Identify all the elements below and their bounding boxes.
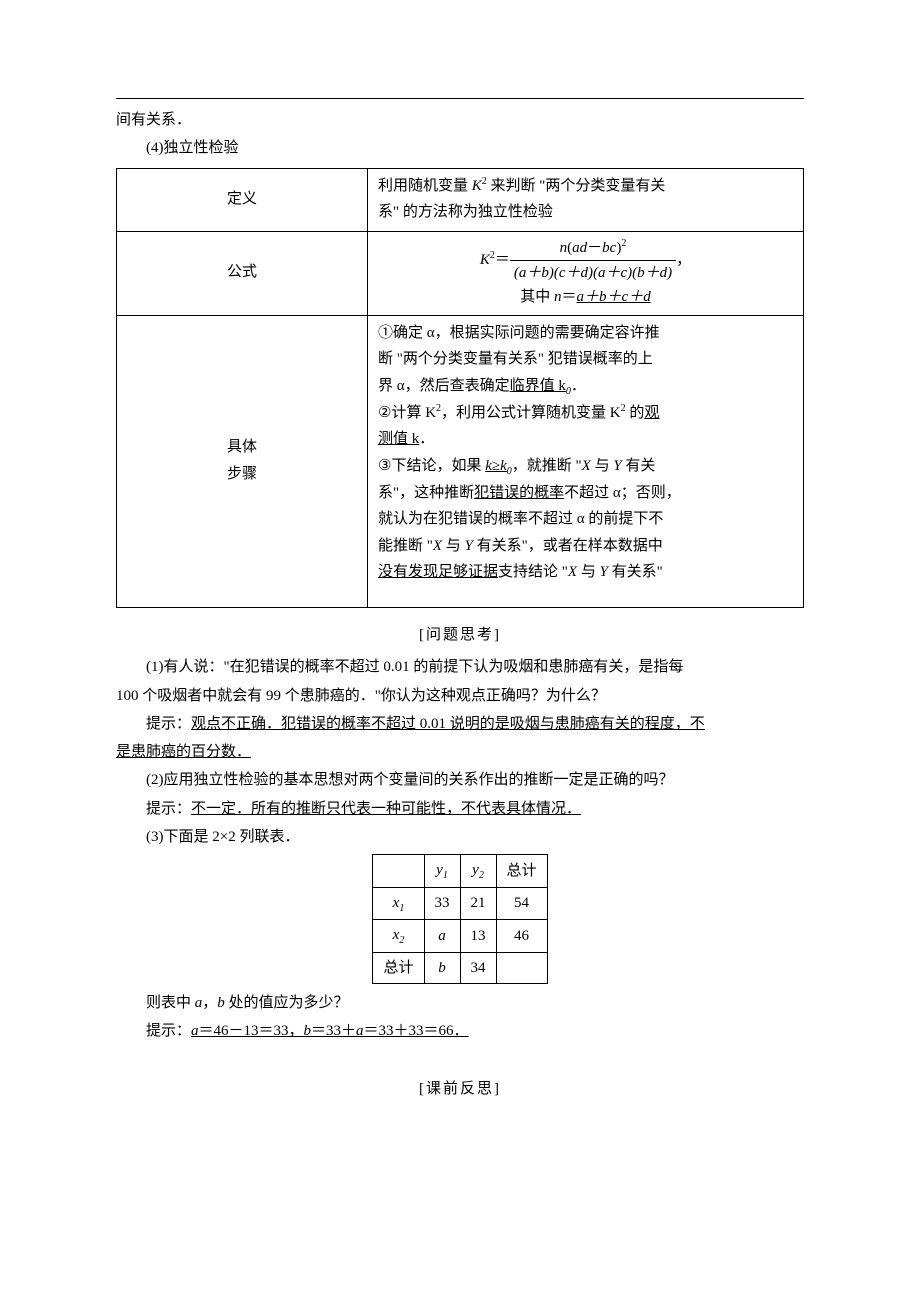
- cell-total: 总计: [496, 855, 547, 888]
- tip-label: 提示：: [146, 715, 191, 732]
- text: 来判断 "两个分类变量有关: [487, 178, 666, 194]
- cell-x1: x1: [373, 887, 424, 920]
- text: 系"，这种推断: [378, 485, 474, 501]
- text: 不超过 α；否则，: [564, 485, 681, 501]
- question-2: (2)应用独立性检验的基本思想对两个变量间的关系作出的推断一定是正确的吗？: [116, 767, 804, 793]
- answer-1: 提示：观点不正确．犯错误的概率不超过 0.01 说明的是吸烟与患肺癌有关的程度，…: [116, 711, 804, 737]
- table-row: y1 y2 总计: [373, 855, 547, 888]
- text: 利用随机变量: [378, 178, 472, 194]
- definition-cell: 利用随机变量 K2 来判断 "两个分类变量有关 系" 的方法称为独立性检验: [368, 168, 804, 232]
- answer-3: 提示：a＝46－13＝33，b＝33＋a＝33＋33＝66．: [116, 1018, 804, 1044]
- cell: 34: [460, 952, 496, 983]
- table-row: 定义 利用随机变量 K2 来判断 "两个分类变量有关 系" 的方法称为独立性检验: [117, 168, 804, 232]
- variable-n: n: [554, 289, 562, 305]
- formula-cell: K2＝ n(ad－bc)2 (a＋b)(c＋d)(a＋c)(b＋d) ， 其中 …: [368, 232, 804, 316]
- critical-value: 临界值 k0: [510, 378, 571, 394]
- cell-y2: y2: [460, 855, 496, 888]
- text: ②计算 K: [378, 405, 436, 421]
- question-1-line1: (1)有人说："在犯错误的概率不超过 0.01 的前提下认为吸烟和患肺癌有关，是…: [116, 654, 804, 680]
- cell-b: b: [424, 952, 460, 983]
- text: ③下结论，如果: [378, 458, 485, 474]
- answer-text: 不一定．所有的推断只代表一种可能性，不代表具体情况．: [191, 801, 581, 817]
- cell: 33: [424, 887, 460, 920]
- answer-text: 是患肺癌的百分数．: [116, 744, 251, 760]
- equals: ＝: [495, 252, 510, 268]
- text: 断 "两个分类变量有关系" 犯错误概率的上: [378, 351, 653, 367]
- no-evidence: 没有发现足够证据: [378, 564, 498, 580]
- definition-table: 定义 利用随机变量 K2 来判断 "两个分类变量有关 系" 的方法称为独立性检验…: [116, 168, 804, 609]
- text: 的: [626, 405, 645, 421]
- table-row: 具体 步骤 ①确定 α，根据实际问题的需要确定容许推 断 "两个分类变量有关系"…: [117, 316, 804, 608]
- equals: ＝: [562, 289, 577, 305]
- table-row: 公式 K2＝ n(ad－bc)2 (a＋b)(c＋d)(a＋c)(b＋d) ， …: [117, 232, 804, 316]
- abcd-sum: a＋b＋c＋d: [577, 289, 651, 305]
- answer-1b: 是患肺癌的百分数．: [116, 739, 804, 765]
- section-heading-preclass: [课前反思]: [116, 1076, 804, 1102]
- top-rule: [116, 98, 804, 99]
- question-3b: 则表中 a，b 处的值应为多少？: [116, 990, 804, 1016]
- observation: 观: [644, 405, 659, 421]
- tip-label: 提示：: [146, 1022, 191, 1039]
- row-label-steps: 具体 步骤: [117, 316, 368, 608]
- tip-label: 提示：: [146, 800, 191, 817]
- answer-2: 提示：不一定．所有的推断只代表一种可能性，不代表具体情况．: [116, 796, 804, 822]
- observation-value: 测值 k: [378, 431, 419, 447]
- cell: 13: [460, 920, 496, 953]
- text: ．: [419, 431, 434, 447]
- text: 支持结论 "X 与 Y 有关系": [498, 564, 663, 580]
- section-heading-thinking: [问题思考]: [116, 622, 804, 648]
- cell-total-row: 总计: [373, 952, 424, 983]
- section-4-heading: (4)独立性检验: [116, 135, 804, 161]
- contingency-table: y1 y2 总计 x1 33 21 54 x2 a 13 46 总计 b 34: [372, 854, 547, 984]
- cell: 21: [460, 887, 496, 920]
- answer-text: 观点不正确．犯错误的概率不超过 0.01 说明的是吸烟与患肺癌有关的程度，不: [191, 716, 705, 732]
- document-page: 间有关系． (4)独立性检验 定义 利用随机变量 K2 来判断 "两个分类变量有…: [0, 0, 920, 1219]
- text: ．: [571, 378, 586, 394]
- variable-K: K: [480, 252, 490, 268]
- table-row: 总计 b 34: [373, 952, 547, 983]
- text: 能推断 "X 与 Y 有关系"，或者在样本数据中: [378, 538, 663, 554]
- row-label-formula: 公式: [117, 232, 368, 316]
- denominator: (a＋b)(c＋d)(a＋c)(b＋d): [510, 261, 676, 285]
- where-text: 其中: [520, 289, 554, 305]
- answer-text: a＝46－13＝33，b＝33＋a＝33＋33＝66．: [191, 1023, 469, 1039]
- cell: 46: [496, 920, 547, 953]
- text: 步骤: [227, 466, 257, 482]
- cell-empty: [496, 952, 547, 983]
- error-probability: 犯错误的概率: [474, 485, 564, 501]
- text: 就认为在犯错误的概率不超过 α 的前提下不: [378, 511, 663, 527]
- table-row: x2 a 13 46: [373, 920, 547, 953]
- comma: ，: [676, 252, 691, 268]
- cell-y1: y1: [424, 855, 460, 888]
- text: 系" 的方法称为独立性检验: [378, 204, 553, 220]
- fraction: n(ad－bc)2 (a＋b)(c＋d)(a＋c)(b＋d): [510, 236, 676, 285]
- formula-block: K2＝ n(ad－bc)2 (a＋b)(c＋d)(a＋c)(b＋d) ， 其中 …: [378, 236, 793, 309]
- table-row: x1 33 21 54: [373, 887, 547, 920]
- question-1-line2: 100 个吸烟者中就会有 99 个患肺癌的．"你认为这种观点正确吗？为什么？: [116, 683, 804, 709]
- continuation-line: 间有关系．: [116, 107, 804, 133]
- cell: 54: [496, 887, 547, 920]
- question-3: (3)下面是 2×2 列联表．: [116, 824, 804, 850]
- text: ，利用公式计算随机变量 K: [441, 405, 621, 421]
- cell-x2: x2: [373, 920, 424, 953]
- cell-a: a: [424, 920, 460, 953]
- variable-K: K: [472, 178, 482, 194]
- cell-blank: [373, 855, 424, 888]
- steps-cell: ①确定 α，根据实际问题的需要确定容许推 断 "两个分类变量有关系" 犯错误概率…: [368, 316, 804, 608]
- text: 界 α，然后查表确定: [378, 378, 510, 394]
- numerator: n(ad－bc)2: [510, 236, 676, 261]
- row-label-definition: 定义: [117, 168, 368, 232]
- text: ①确定 α，根据实际问题的需要确定容许推: [378, 325, 660, 341]
- text: 具体: [227, 439, 257, 455]
- k-geq-k0: k≥k0: [485, 458, 512, 474]
- text: ，就推断 "X 与 Y 有关: [512, 458, 656, 474]
